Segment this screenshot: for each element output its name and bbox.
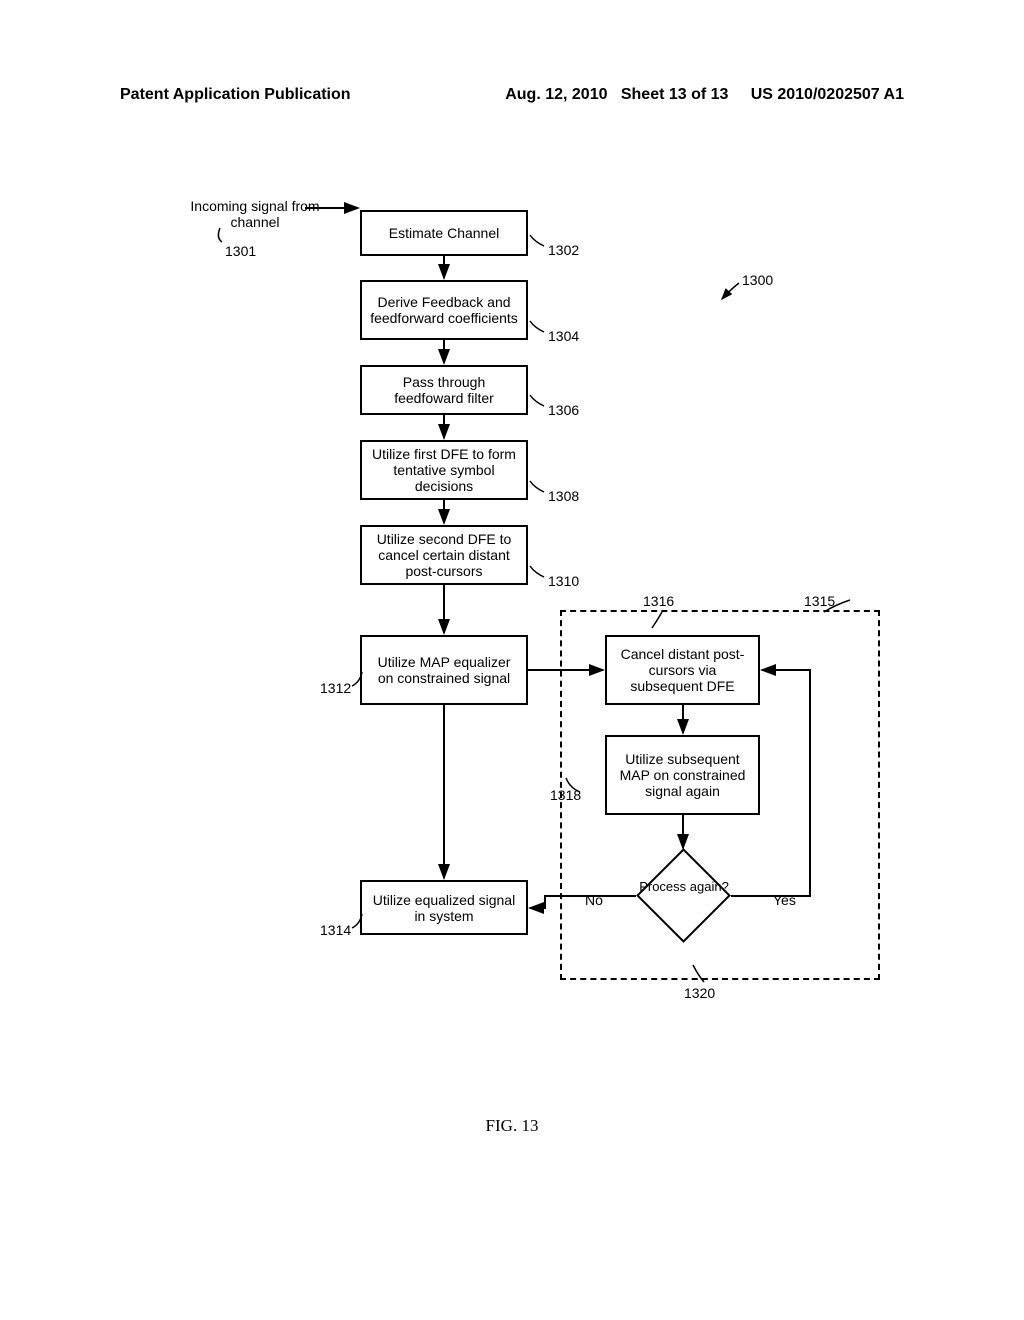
box-equalized-signal: Utilize equalized signal in system [360,880,528,935]
label-1308: 1308 [548,488,579,504]
box-subsequent-map: Utilize subsequent MAP on constrained si… [605,735,760,815]
header-left: Patent Application Publication [120,86,351,104]
label-1316: 1316 [643,593,674,609]
label-1302: 1302 [548,242,579,258]
box-first-dfe: Utilize first DFE to form tentative symb… [360,440,528,500]
label-1315: 1315 [804,593,835,609]
label-1301: 1301 [225,243,256,259]
label-1304: 1304 [548,328,579,344]
label-1310: 1310 [548,573,579,589]
box-map-equalizer: Utilize MAP equalizer on constrained sig… [360,635,528,705]
box-derive-feedback: Derive Feedback and feedforward coeffici… [360,280,528,340]
box-estimate-channel: Estimate Channel [360,210,528,256]
label-1312: 1312 [320,680,351,696]
header-right: Aug. 12, 2010 Sheet 13 of 13 US 2010/020… [505,86,904,104]
label-no: No [585,892,603,908]
box-feedforward-filter: Pass through feedfoward filter [360,365,528,415]
label-yes: Yes [773,892,796,908]
figure-label: FIG. 13 [0,1116,1024,1136]
decision-text: Process again? [634,879,734,894]
box-cancel-postcursors: Cancel distant post-cursors via subseque… [605,635,760,705]
label-1314: 1314 [320,922,351,938]
input-signal-label: Incoming signal from channel [190,198,320,230]
label-1318: 1318 [550,787,581,803]
box-second-dfe: Utilize second DFE to cancel certain dis… [360,525,528,585]
label-1306: 1306 [548,402,579,418]
flowchart-diagram: Incoming signal from channel Estimate Ch… [0,180,1024,1080]
label-1320: 1320 [684,985,715,1001]
label-1300: 1300 [742,272,773,288]
